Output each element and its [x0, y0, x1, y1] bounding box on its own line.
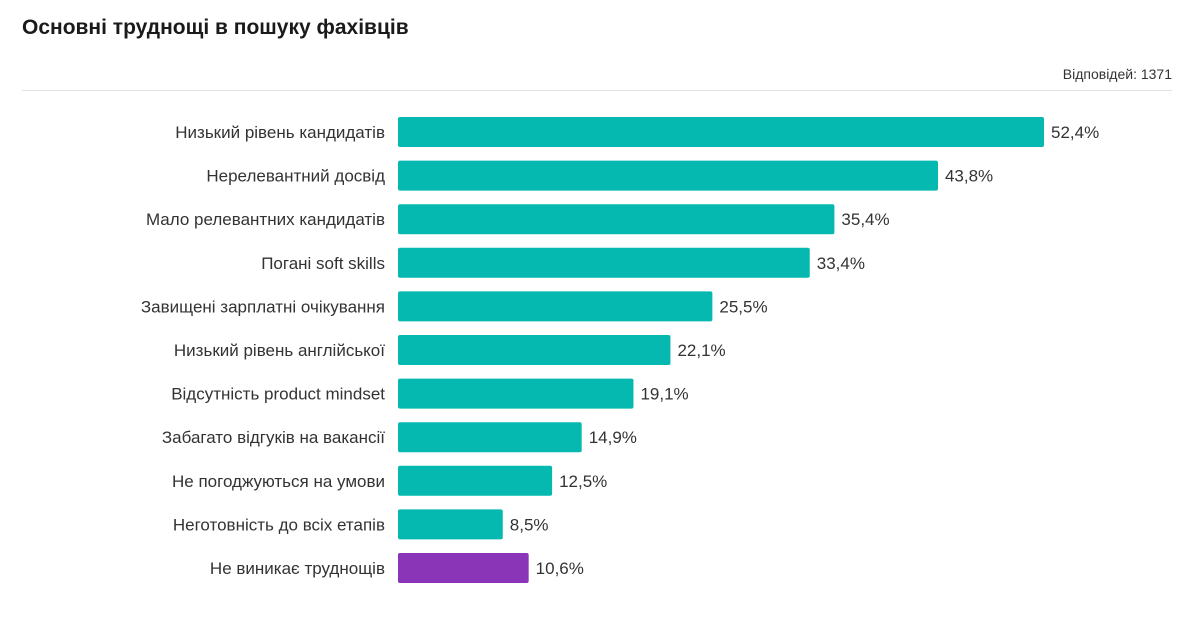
value-label: 33,4%	[817, 254, 865, 273]
bar	[398, 335, 671, 365]
bar	[398, 160, 938, 191]
bar	[398, 291, 713, 322]
bar	[398, 378, 634, 409]
value-label: 8,5%	[510, 515, 549, 534]
category-label: Неготовність до всіх етапів	[173, 515, 385, 534]
value-label: 14,9%	[589, 428, 637, 447]
chart-title: Основні труднощі в пошуку фахівців	[22, 16, 409, 39]
category-label: Погані soft skills	[261, 254, 385, 273]
bar	[398, 509, 503, 540]
category-label: Низький рівень англійської	[174, 341, 385, 360]
bar	[398, 247, 810, 278]
category-label: Не погоджуються на умови	[172, 472, 385, 491]
bar	[398, 465, 553, 496]
value-label: 19,1%	[640, 385, 688, 404]
value-label: 52,4%	[1051, 123, 1099, 142]
bar	[398, 422, 582, 453]
category-label: Нерелевантний досвід	[206, 167, 385, 186]
category-label: Низький рівень кандидатів	[175, 123, 385, 142]
value-label: 35,4%	[841, 210, 889, 229]
bar	[398, 553, 529, 583]
category-label: Відсутність product mindset	[171, 385, 385, 404]
value-label: 43,8%	[945, 167, 993, 186]
bar	[398, 117, 1044, 147]
category-label: Мало релевантних кандидатів	[146, 210, 385, 229]
value-label: 10,6%	[536, 559, 584, 578]
responses-count: Відповідей: 1371	[1062, 66, 1172, 82]
value-label: 22,1%	[677, 341, 725, 360]
value-label: 12,5%	[559, 472, 607, 491]
value-label: 25,5%	[719, 297, 767, 316]
header-divider	[22, 90, 1172, 91]
category-label: Завищені зарплатні очікування	[141, 297, 385, 316]
category-label: Забагато відгуків на вакансії	[162, 428, 385, 447]
category-label: Не виникає труднощів	[210, 559, 385, 578]
bar	[398, 204, 835, 235]
